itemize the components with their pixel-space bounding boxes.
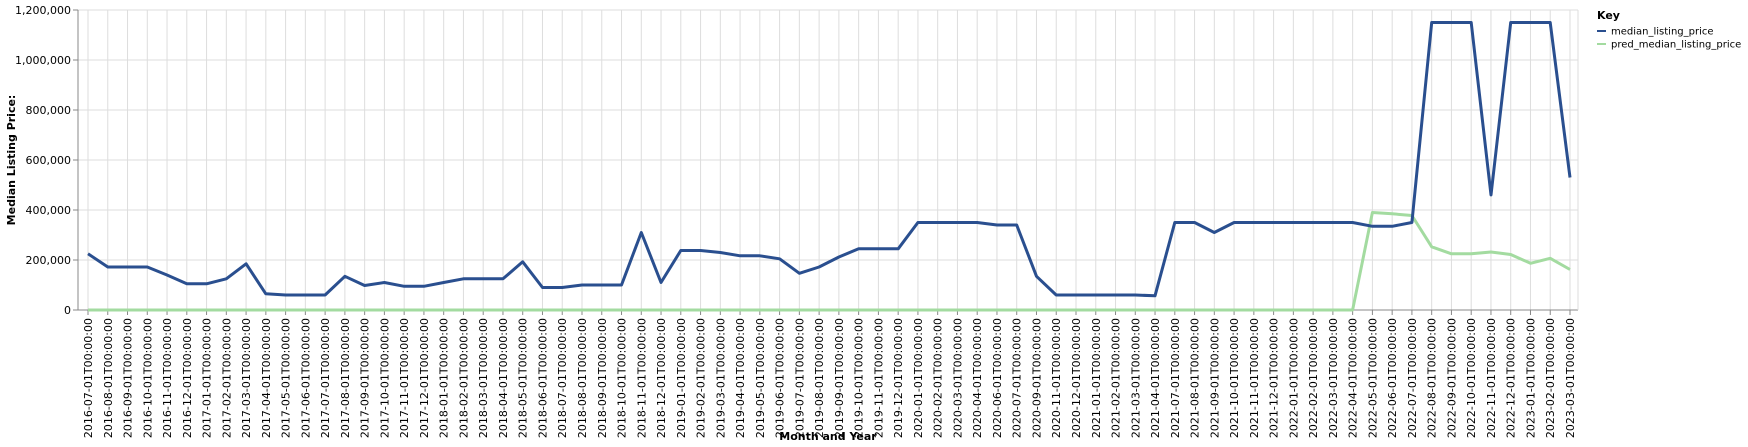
x-tick-label: 2017-11-01T00:00:00 <box>398 318 411 438</box>
x-tick-label: 2017-07-01T00:00:00 <box>319 318 332 438</box>
x-tick-label: 2023-03-01T00:00:00 <box>1564 318 1577 438</box>
series-lines <box>87 21 1572 312</box>
x-tick-label: 2019-05-01T00:00:00 <box>754 318 767 438</box>
x-axis-title: Month and Year <box>779 430 877 443</box>
legend: Key median_listing_price pred_median_list… <box>1597 9 1741 51</box>
x-tick-label: 2020-06-01T00:00:00 <box>991 318 1004 438</box>
x-tick-label: 2023-01-01T00:00:00 <box>1524 318 1537 438</box>
x-tick-label: 2019-06-01T00:00:00 <box>774 318 787 438</box>
y-tick-label: 400,000 <box>26 204 72 217</box>
y-tick-label: 200,000 <box>26 254 72 267</box>
x-axis-tick-labels: 2016-07-01T00:00:00 2016-08-01T00:00:00 20… <box>82 318 1577 438</box>
y-tick-label: 600,000 <box>26 154 72 167</box>
legend-label-pred-median-listing-price: pred_median_listing_price <box>1611 40 1741 51</box>
x-tick-label: 2022-05-01T00:00:00 <box>1366 318 1379 438</box>
x-tick-label: 2017-04-01T00:00:00 <box>260 318 273 438</box>
x-tick-label: 2018-03-01T00:00:00 <box>477 318 490 438</box>
y-axis-title: Median Listing Price: <box>5 95 18 226</box>
x-tick-label: 2021-11-01T00:00:00 <box>1248 318 1261 438</box>
x-tick-label: 2021-02-01T00:00:00 <box>1110 318 1123 438</box>
x-tick-label: 2022-01-01T00:00:00 <box>1287 318 1300 438</box>
x-tick-label: 2022-11-01T00:00:00 <box>1485 318 1498 438</box>
x-tick-label: 2018-04-01T00:00:00 <box>497 318 510 438</box>
x-tick-label: 2020-02-01T00:00:00 <box>932 318 945 438</box>
x-tick-label: 2019-12-01T00:00:00 <box>892 318 905 438</box>
x-tick-label: 2022-08-01T00:00:00 <box>1426 318 1439 438</box>
x-tick-label: 2020-12-01T00:00:00 <box>1070 318 1083 438</box>
x-tick-label: 2019-02-01T00:00:00 <box>695 318 708 438</box>
x-tick-label: 2021-10-01T00:00:00 <box>1228 318 1241 438</box>
x-tick-label: 2017-06-01T00:00:00 <box>299 318 312 438</box>
gridlines <box>78 9 1578 311</box>
x-tick-label: 2022-04-01T00:00:00 <box>1347 318 1360 438</box>
x-tick-label: 2019-07-01T00:00:00 <box>793 318 806 438</box>
x-tick-label: 2017-02-01T00:00:00 <box>220 318 233 438</box>
x-tick-label: 2019-09-01T00:00:00 <box>833 318 846 438</box>
x-tick-label: 2022-07-01T00:00:00 <box>1406 318 1419 438</box>
x-tick-label: 2018-07-01T00:00:00 <box>556 318 569 438</box>
x-tick-label: 2018-02-01T00:00:00 <box>457 318 470 438</box>
x-tick-label: 2019-01-01T00:00:00 <box>675 318 688 438</box>
y-tick-label: 0 <box>64 304 71 317</box>
x-tick-label: 2020-09-01T00:00:00 <box>1030 318 1043 438</box>
x-tick-label: 2021-04-01T00:00:00 <box>1149 318 1162 438</box>
x-tick-label: 2017-10-01T00:00:00 <box>378 318 391 438</box>
x-tick-label: 2018-05-01T00:00:00 <box>517 318 530 438</box>
x-tick-label: 2021-12-01T00:00:00 <box>1268 318 1281 438</box>
x-tick-label: 2022-03-01T00:00:00 <box>1327 318 1340 438</box>
x-tick-label: 2016-10-01T00:00:00 <box>141 318 154 438</box>
x-tick-label: 2019-04-01T00:00:00 <box>734 318 747 438</box>
y-axis-tick-labels: 0 200,000 400,000 600,000 800,000 1,000,000 1,… <box>15 4 71 317</box>
x-tick-label: 2020-07-01T00:00:00 <box>1011 318 1024 438</box>
x-tick-label: 2021-01-01T00:00:00 <box>1090 318 1103 438</box>
x-tick-label: 2016-11-01T00:00:00 <box>161 318 174 438</box>
x-tick-label: 2017-03-01T00:00:00 <box>240 318 253 438</box>
series-line-pred-median-listing-price <box>88 211 1571 312</box>
x-tick-label: 2021-07-01T00:00:00 <box>1169 318 1182 438</box>
y-tick-label: 1,000,000 <box>15 54 71 67</box>
x-tick-label: 2016-09-01T00:00:00 <box>122 318 135 438</box>
x-tick-label: 2020-04-01T00:00:00 <box>971 318 984 438</box>
legend-title: Key <box>1597 9 1620 22</box>
x-tick-label: 2022-06-01T00:00:00 <box>1386 318 1399 438</box>
x-tick-label: 2016-12-01T00:00:00 <box>181 318 194 438</box>
x-tick-label: 2018-09-01T00:00:00 <box>596 318 609 438</box>
x-tick-label: 2019-10-01T00:00:00 <box>853 318 866 438</box>
x-tick-label: 2017-08-01T00:00:00 <box>339 318 352 438</box>
x-tick-label: 2018-11-01T00:00:00 <box>635 318 648 438</box>
x-tick-label: 2021-03-01T00:00:00 <box>1129 318 1142 438</box>
x-tick-label: 2017-01-01T00:00:00 <box>201 318 214 438</box>
x-tick-label: 2020-03-01T00:00:00 <box>951 318 964 438</box>
y-tick-label: 800,000 <box>26 104 72 117</box>
x-tick-label: 2019-03-01T00:00:00 <box>714 318 727 438</box>
x-tick-label: 2019-11-01T00:00:00 <box>872 318 885 438</box>
x-tick-label: 2020-01-01T00:00:00 <box>912 318 925 438</box>
x-tick-label: 2022-10-01T00:00:00 <box>1465 318 1478 438</box>
x-tick-label: 2017-12-01T00:00:00 <box>418 318 431 438</box>
series-line-median-listing-price <box>87 21 1572 298</box>
x-tick-label: 2018-10-01T00:00:00 <box>616 318 629 438</box>
x-tick-label: 2022-12-01T00:00:00 <box>1505 318 1518 438</box>
x-tick-label: 2018-01-01T00:00:00 <box>438 318 451 438</box>
x-tick-label: 2017-09-01T00:00:00 <box>359 318 372 438</box>
x-tick-label: 2016-08-01T00:00:00 <box>102 318 115 438</box>
x-tick-label: 2023-02-01T00:00:00 <box>1544 318 1557 438</box>
x-tick-label: 2019-08-01T00:00:00 <box>813 318 826 438</box>
x-tick-label: 2022-02-01T00:00:00 <box>1307 318 1320 438</box>
y-tick-label: 1,200,000 <box>15 4 71 17</box>
x-tick-label: 2018-08-01T00:00:00 <box>576 318 589 438</box>
x-tick-label: 2021-09-01T00:00:00 <box>1208 318 1221 438</box>
x-tick-label: 2017-05-01T00:00:00 <box>280 318 293 438</box>
x-tick-label: 2016-07-01T00:00:00 <box>82 318 95 438</box>
x-tick-label: 2018-06-01T00:00:00 <box>536 318 549 438</box>
legend-label-median-listing-price: median_listing_price <box>1611 27 1714 38</box>
x-tick-label: 2020-11-01T00:00:00 <box>1050 318 1063 438</box>
x-tick-label: 2018-12-01T00:00:00 <box>655 318 668 438</box>
x-tick-label: 2021-08-01T00:00:00 <box>1189 318 1202 438</box>
x-tick-label: 2022-09-01T00:00:00 <box>1445 318 1458 438</box>
